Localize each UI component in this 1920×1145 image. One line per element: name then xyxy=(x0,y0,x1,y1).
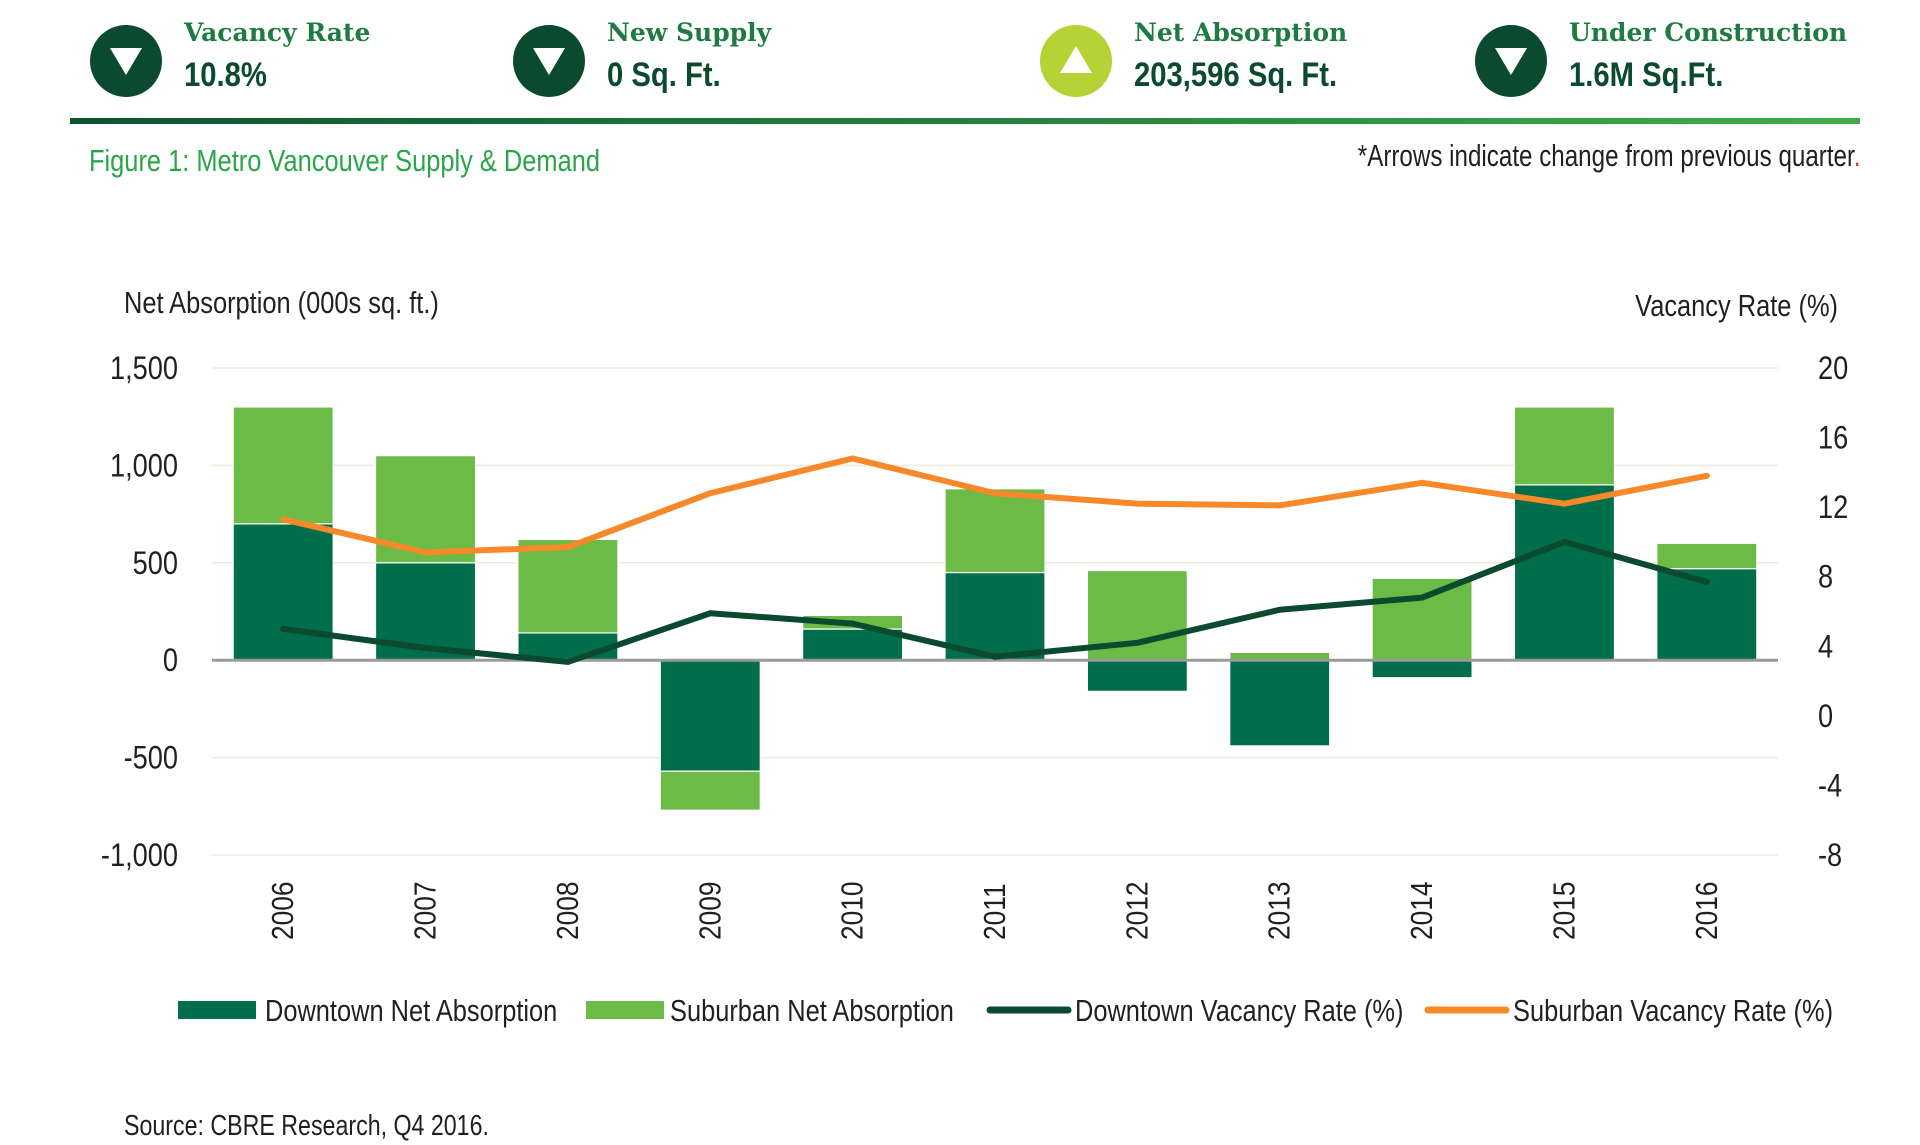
down-arrow-icon xyxy=(1475,25,1547,97)
downtown-vacancy-point xyxy=(1134,639,1141,646)
kpi-label: New Supply xyxy=(607,18,772,47)
suburban-vacancy-point xyxy=(1561,500,1568,507)
y2-tick-label: 20 xyxy=(1818,351,1848,387)
legend-label: Suburban Vacancy Rate (%) xyxy=(1513,994,1833,1029)
figure-note: *Arrows indicate change from previous qu… xyxy=(1357,138,1860,174)
suburban-absorption-bar xyxy=(944,488,1046,574)
downtown-absorption-bar xyxy=(1086,659,1188,692)
downtown-vacancy-point xyxy=(849,620,856,627)
figure-note-period: . xyxy=(1853,138,1860,173)
y2-tick-label: 16 xyxy=(1818,421,1848,457)
y2-axis-title: Vacancy Rate (%) xyxy=(1635,289,1838,324)
downtown-absorption-bar xyxy=(659,659,761,772)
x-tick-label: 2015 xyxy=(1548,881,1582,940)
y-axis-title: Net Absorption (000s sq. ft.) xyxy=(124,286,439,321)
suburban-absorption-bar xyxy=(232,406,334,525)
legend-swatch xyxy=(178,1001,256,1019)
x-tick-label: 2007 xyxy=(409,881,443,940)
downtown-vacancy-point xyxy=(564,658,571,665)
x-tick-label: 2014 xyxy=(1405,881,1439,940)
x-tick-label: 2013 xyxy=(1263,881,1297,940)
suburban-vacancy-point xyxy=(564,544,571,551)
y2-tick-label: 12 xyxy=(1818,490,1848,526)
x-tick-label: 2006 xyxy=(266,881,300,940)
suburban-absorption-bar xyxy=(1656,542,1758,570)
y-tick-label: 500 xyxy=(133,546,178,582)
suburban-vacancy-point xyxy=(422,549,429,556)
x-tick-label: 2010 xyxy=(836,881,870,940)
y2-tick-label: 0 xyxy=(1818,699,1833,735)
downtown-vacancy-point xyxy=(1419,594,1426,601)
kpi-bar: Vacancy Rate 10.8% New Supply 0 Sq. Ft. … xyxy=(70,18,1860,108)
suburban-vacancy-point xyxy=(1134,500,1141,507)
suburban-vacancy-point xyxy=(849,455,856,462)
downtown-vacancy-point xyxy=(707,610,714,617)
suburban-absorption-bar xyxy=(1371,577,1473,661)
y2-tick-label: -8 xyxy=(1818,838,1842,874)
downtown-absorption-bar xyxy=(232,523,334,661)
down-arrow-icon xyxy=(90,25,162,97)
y-tick-label: -1,000 xyxy=(101,838,178,874)
suburban-absorption-bar xyxy=(659,770,761,811)
kpi-value: 10.8% xyxy=(184,56,267,94)
y2-tick-label: 8 xyxy=(1818,560,1833,596)
suburban-vacancy-point xyxy=(280,516,287,523)
x-tick-label: 2012 xyxy=(1120,881,1154,940)
suburban-vacancy-point xyxy=(1276,502,1283,509)
kpi-value: 0 Sq. Ft. xyxy=(607,56,721,94)
kpi-label: Vacancy Rate xyxy=(184,18,371,47)
downtown-absorption-bar xyxy=(944,571,1046,661)
figure-note-text: *Arrows indicate change from previous qu… xyxy=(1357,138,1854,173)
y-tick-label: -500 xyxy=(124,741,178,777)
suburban-vacancy-point xyxy=(992,490,998,497)
downtown-vacancy-point xyxy=(1276,606,1283,613)
x-tick-label: 2008 xyxy=(551,881,585,940)
y-tick-label: 1,000 xyxy=(110,448,178,484)
downtown-absorption-bar xyxy=(1513,484,1616,661)
downtown-absorption-bar xyxy=(517,632,619,661)
legend-label: Suburban Net Absorption xyxy=(670,994,954,1029)
y2-tick-label: -4 xyxy=(1818,768,1842,804)
kpi-label: Under Construction xyxy=(1569,18,1848,47)
kpi-value: 1.6M Sq.Ft. xyxy=(1569,56,1724,94)
x-tick-label: 2016 xyxy=(1690,881,1724,940)
y-tick-label: 1,500 xyxy=(110,351,178,387)
suburban-vacancy-point xyxy=(707,490,714,497)
suburban-absorption-bar xyxy=(517,538,619,634)
downtown-vacancy-point xyxy=(1561,538,1568,545)
figure-title: Figure 1: Metro Vancouver Supply & Deman… xyxy=(89,143,601,178)
downtown-absorption-bar xyxy=(1229,659,1331,747)
y2-tick-label: 4 xyxy=(1818,629,1833,665)
source-note: Source: CBRE Research, Q4 2016. xyxy=(124,1110,489,1142)
x-tick-label: 2009 xyxy=(693,881,727,940)
suburban-vacancy-point xyxy=(1703,472,1710,479)
down-arrow-icon xyxy=(513,25,585,97)
legend-swatch xyxy=(586,1001,664,1019)
kpi-value: 203,596 Sq. Ft. xyxy=(1134,56,1338,94)
suburban-absorption-bar xyxy=(1513,406,1616,486)
downtown-absorption-bar xyxy=(1371,659,1473,679)
suburban-vacancy-point xyxy=(1419,479,1426,486)
legend-label: Downtown Vacancy Rate (%) xyxy=(1075,994,1403,1029)
kpi-label: Net Absorption xyxy=(1134,18,1348,47)
up-arrow-icon xyxy=(1040,25,1112,97)
downtown-vacancy-point xyxy=(992,653,998,660)
downtown-vacancy-point xyxy=(280,625,287,632)
downtown-vacancy-point xyxy=(422,645,429,652)
y-tick-label: 0 xyxy=(163,643,178,679)
downtown-vacancy-point xyxy=(1703,578,1710,585)
header-rule xyxy=(70,118,1860,124)
x-tick-label: 2011 xyxy=(978,883,1012,940)
legend-label: Downtown Net Absorption xyxy=(265,994,557,1029)
